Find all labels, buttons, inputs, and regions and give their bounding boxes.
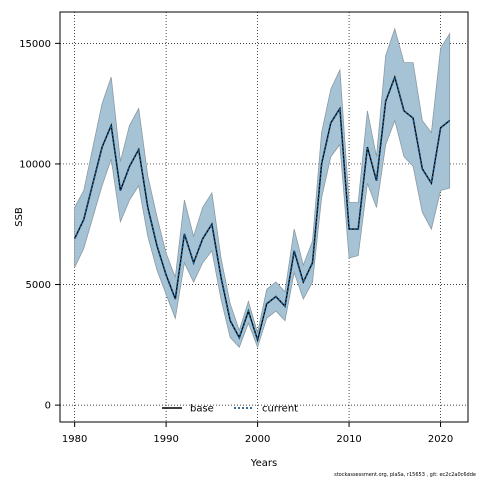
y-tick-label: 10000: [19, 159, 51, 170]
series-lines: [73, 74, 451, 344]
x-tick-label: 1990: [153, 434, 178, 445]
x-axis: 1980 1990 2000 2010 2020: [62, 422, 453, 445]
x-tick-label: 2010: [336, 434, 361, 445]
y-tick-label: 5000: [26, 280, 51, 291]
legend-label-current: current: [262, 404, 298, 415]
y-tick-label: 15000: [19, 39, 51, 50]
legend-label-base: base: [190, 404, 214, 415]
x-axis-title: Years: [250, 458, 277, 469]
x-tick-label: 2000: [245, 434, 270, 445]
y-tick-label: 0: [45, 401, 51, 412]
plot-frame: [59, 11, 469, 423]
x-tick-label: 1980: [62, 434, 87, 445]
y-axis-title: SSB: [14, 207, 25, 227]
x-tick-label: 2020: [428, 434, 453, 445]
confidence-band: [74, 27, 451, 349]
footer-credit: stockassessment.org, plaSa, r15653 , git…: [334, 472, 476, 478]
series-line-base: [73, 74, 451, 343]
legend: base current: [162, 404, 298, 415]
y-axis: 0 5000 10000 15000: [19, 39, 60, 412]
